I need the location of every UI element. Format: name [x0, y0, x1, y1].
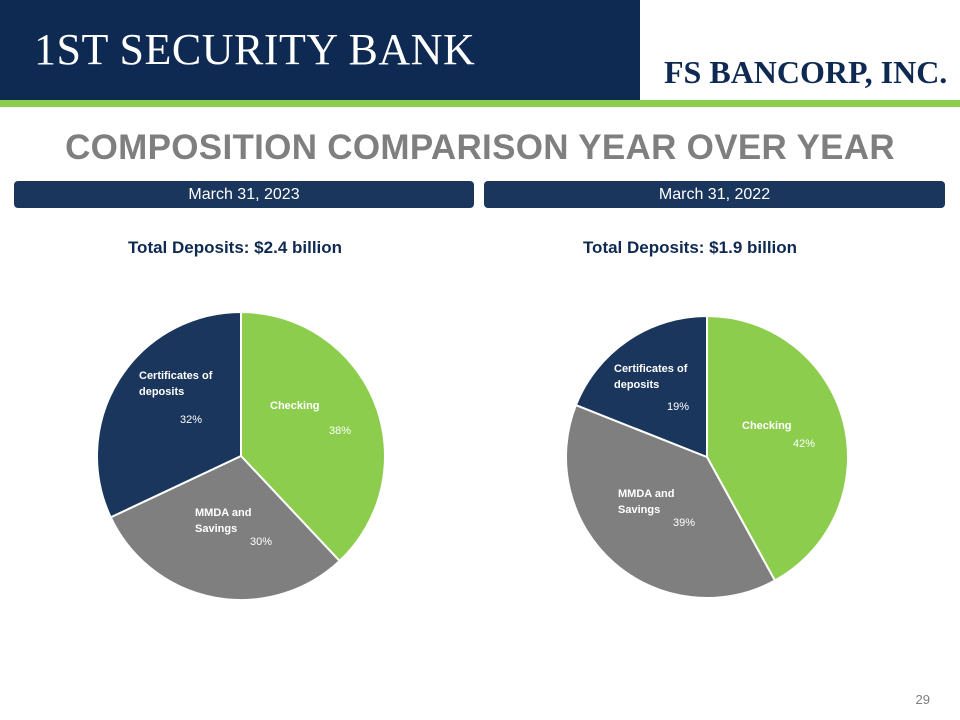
slice-label: Certificates of deposits	[139, 370, 213, 398]
pie-slice-mmda-and-savings	[565, 403, 777, 599]
pie-slice-checking	[240, 310, 386, 563]
date-bar-2023: March 31, 2023	[14, 181, 474, 208]
slice-label: Certificates of deposits	[614, 363, 688, 391]
logo-fs-bancorp: FS BANCORP, INC.	[664, 54, 948, 90]
slice-percent-label: 42%	[793, 438, 815, 450]
slice-label: Checking	[742, 420, 792, 432]
page-number: 29	[915, 692, 930, 707]
header-navy-band	[0, 0, 640, 100]
slice-percent-label: 39%	[673, 517, 695, 529]
slice-percent-label: 30%	[250, 536, 272, 548]
slice-percent-label: 19%	[667, 401, 689, 413]
logo-1st-security-bank: 1ST SECURITY BANK	[34, 25, 476, 74]
header: 1ST SECURITY BANK FS BANCORP, INC.	[0, 0, 960, 100]
pie-slice-mmda-and-savings	[109, 454, 341, 601]
total-deposits-2022: Total Deposits: $1.9 billion	[582, 238, 798, 257]
date-bar-2022: March 31, 2022	[484, 181, 945, 208]
green-divider	[0, 100, 960, 107]
slice-label: MMDA and Savings	[195, 507, 251, 535]
pie-slice-certificates-of-deposits	[574, 314, 708, 459]
slice-percent-label: 32%	[180, 414, 202, 426]
pie-slice-checking	[706, 314, 849, 582]
slice-label: Checking	[270, 400, 320, 412]
slice-label: MMDA and Savings	[618, 488, 674, 516]
total-deposits-2023: Total Deposits: $2.4 billion	[127, 238, 343, 257]
slice-percent-label: 38%	[329, 425, 351, 437]
pie-slice-certificates-of-deposits	[96, 310, 242, 519]
page-title: COMPOSITION COMPARISON YEAR OVER YEAR	[65, 128, 895, 167]
